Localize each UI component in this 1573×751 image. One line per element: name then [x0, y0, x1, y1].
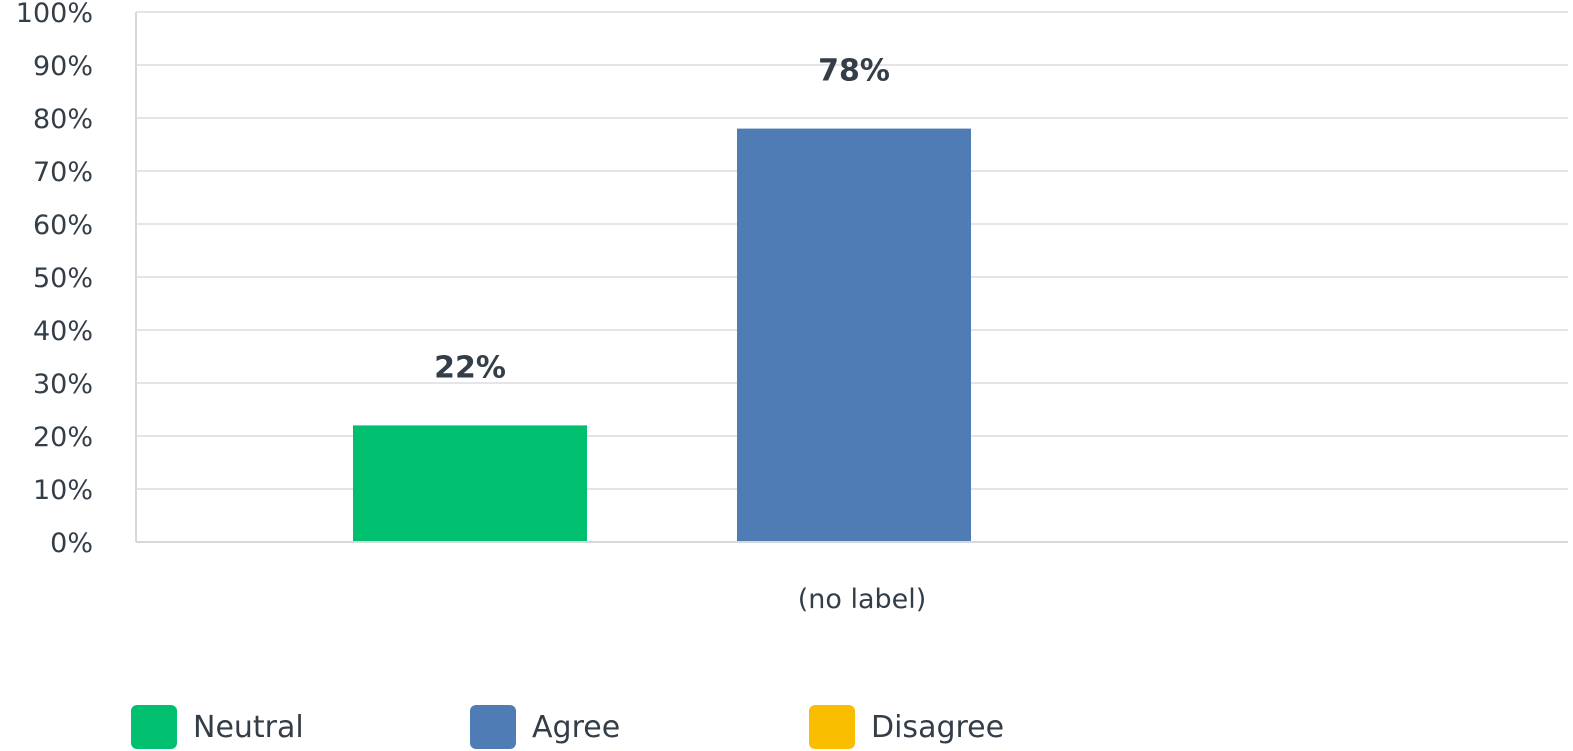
y-tick-label: 80% — [33, 104, 93, 135]
y-tick-label: 30% — [33, 369, 93, 400]
y-tick-label: 100% — [16, 0, 93, 29]
legend-swatch-neutral — [131, 705, 177, 749]
bars — [353, 128, 971, 542]
bar-chart: 0% 10% 20% 30% 40% 50% 60% 70% 80% 90% 100% 22% 78%… — [16, 0, 1568, 615]
bar-neutral[interactable] — [353, 425, 587, 542]
y-tick-label: 70% — [33, 157, 93, 188]
legend-label-neutral: Neutral — [193, 709, 304, 745]
y-tick-label: 0% — [50, 528, 93, 559]
legend-item-agree[interactable]: Agree — [470, 703, 620, 751]
x-category-label: (no label) — [798, 584, 927, 615]
legend-label-disagree: Disagree — [871, 709, 1005, 745]
legend-item-disagree[interactable]: Disagree — [809, 703, 1004, 751]
x-axis: (no label) — [136, 541, 1568, 615]
legend-item-neutral[interactable]: Neutral — [131, 703, 304, 751]
value-label-agree: 78% — [818, 54, 890, 89]
y-tick-label: 50% — [33, 263, 93, 294]
y-tick-label: 40% — [33, 316, 93, 347]
value-label-neutral: 22% — [434, 350, 506, 385]
value-labels: 22% 78% — [434, 54, 890, 386]
bar-agree[interactable] — [737, 128, 971, 542]
y-tick-label: 20% — [33, 422, 93, 453]
legend-label-agree: Agree — [532, 709, 621, 745]
y-tick-label: 10% — [33, 475, 93, 506]
y-tick-label: 90% — [33, 51, 93, 82]
legend-swatch-disagree — [809, 705, 855, 749]
legend: Neutral Agree Disagree — [0, 703, 1573, 751]
legend-swatch-agree — [470, 705, 516, 749]
y-tick-label: 60% — [33, 210, 93, 241]
y-axis: 0% 10% 20% 30% 40% 50% 60% 70% 80% 90% 100% — [16, 0, 137, 559]
